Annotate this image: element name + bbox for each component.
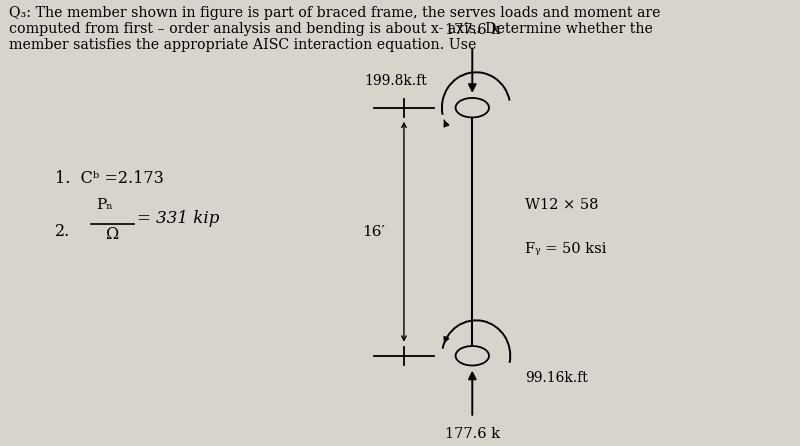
Text: Q₃: The member shown in figure is part of braced frame, the serves loads and mom: Q₃: The member shown in figure is part o… <box>9 6 661 52</box>
Text: Pₙ: Pₙ <box>96 198 113 212</box>
Text: 1.  Cᵇ =2.173: 1. Cᵇ =2.173 <box>54 170 163 187</box>
Text: = 331 kip: = 331 kip <box>137 210 219 227</box>
Text: Ω: Ω <box>106 227 119 244</box>
Text: Fᵧ = 50 ksi: Fᵧ = 50 ksi <box>526 243 607 256</box>
Text: 16′: 16′ <box>362 225 385 239</box>
Text: 2.: 2. <box>54 223 70 240</box>
Text: 177.6 k: 177.6 k <box>445 427 500 441</box>
Text: 99.16k.ft: 99.16k.ft <box>526 371 588 385</box>
Text: 177.6 k: 177.6 k <box>445 23 500 37</box>
Circle shape <box>455 98 489 117</box>
Text: 199.8k.ft: 199.8k.ft <box>364 74 426 88</box>
Circle shape <box>455 346 489 366</box>
Text: W12 × 58: W12 × 58 <box>526 198 599 212</box>
